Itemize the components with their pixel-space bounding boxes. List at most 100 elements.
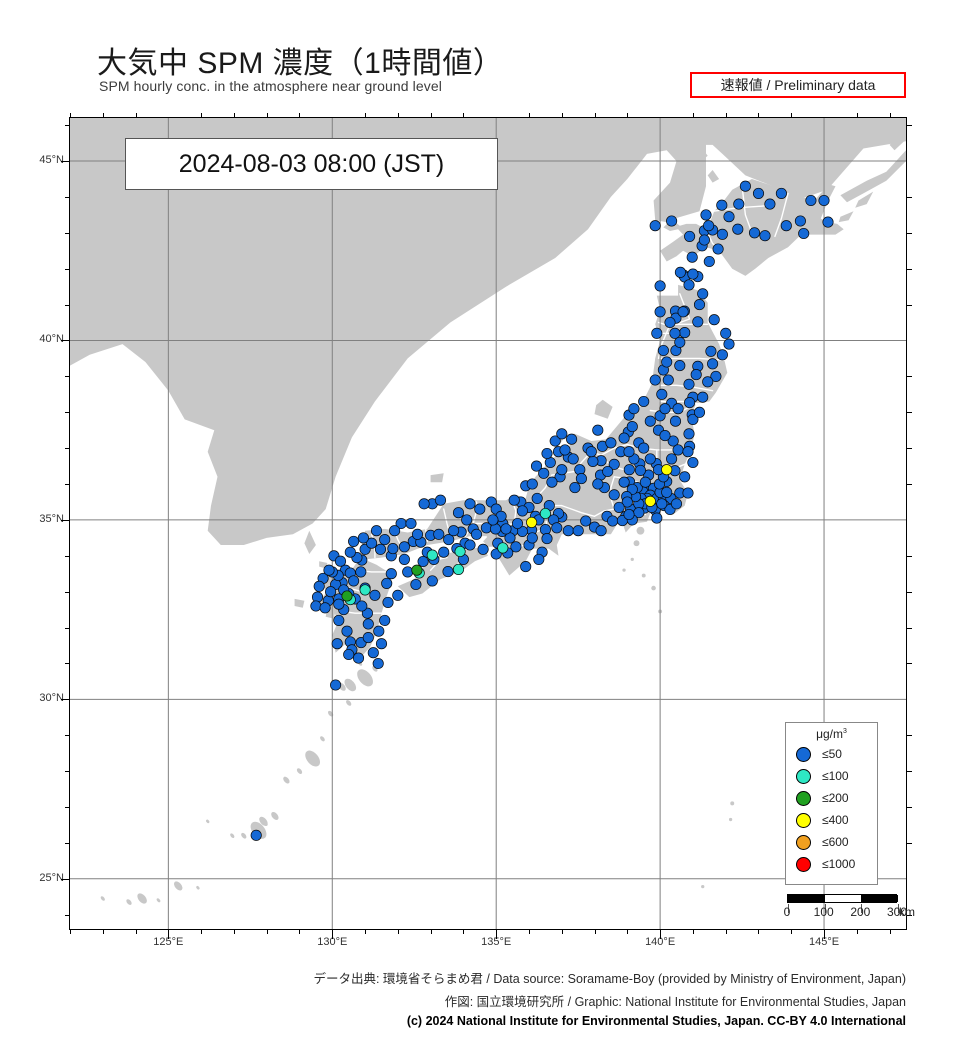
station-marker[interactable] xyxy=(818,194,830,207)
station-marker[interactable] xyxy=(687,413,699,425)
station-marker[interactable] xyxy=(379,614,391,626)
station-marker[interactable] xyxy=(370,525,383,537)
station-marker[interactable] xyxy=(674,360,686,372)
station-marker[interactable] xyxy=(638,395,650,408)
station-marker[interactable] xyxy=(331,638,343,650)
station-marker[interactable] xyxy=(683,378,695,390)
station-marker[interactable] xyxy=(405,517,417,530)
station-marker[interactable] xyxy=(575,473,587,485)
station-marker[interactable] xyxy=(702,376,714,388)
legend-row-2[interactable]: ≤200 xyxy=(786,787,877,809)
station-marker[interactable] xyxy=(385,568,397,580)
station-marker[interactable] xyxy=(764,198,776,210)
map-canvas[interactable] xyxy=(69,117,907,930)
station-marker[interactable] xyxy=(684,230,696,242)
station-marker[interactable] xyxy=(549,435,561,447)
station-marker[interactable] xyxy=(657,344,669,357)
station-marker[interactable] xyxy=(362,632,374,644)
station-marker[interactable] xyxy=(692,316,704,328)
station-marker[interactable] xyxy=(690,369,702,381)
station-marker[interactable] xyxy=(538,467,550,479)
station-marker[interactable] xyxy=(367,647,379,659)
station-marker[interactable] xyxy=(546,476,558,488)
station-marker[interactable] xyxy=(541,447,553,460)
station-marker[interactable] xyxy=(508,494,520,506)
station-marker[interactable] xyxy=(402,566,414,578)
station-marker[interactable] xyxy=(679,471,691,483)
station-marker[interactable] xyxy=(716,349,728,361)
station-marker[interactable] xyxy=(497,542,509,554)
station-marker[interactable] xyxy=(341,625,353,637)
station-marker[interactable] xyxy=(634,464,646,476)
station-marker[interactable] xyxy=(752,187,765,199)
station-marker[interactable] xyxy=(710,370,722,382)
station-marker[interactable] xyxy=(613,501,625,513)
station-marker[interactable] xyxy=(398,541,410,553)
station-marker[interactable] xyxy=(759,230,771,242)
station-marker[interactable] xyxy=(698,234,710,246)
station-marker[interactable] xyxy=(623,508,635,521)
station-marker[interactable] xyxy=(661,356,673,368)
station-marker[interactable] xyxy=(464,498,476,510)
station-marker[interactable] xyxy=(708,314,720,326)
station-marker[interactable] xyxy=(602,465,614,478)
station-marker[interactable] xyxy=(539,507,551,520)
station-marker[interactable] xyxy=(651,512,663,524)
station-marker[interactable] xyxy=(566,433,578,445)
station-marker[interactable] xyxy=(333,598,345,610)
station-marker[interactable] xyxy=(716,199,728,211)
station-marker[interactable] xyxy=(687,456,699,469)
station-marker[interactable] xyxy=(319,602,331,614)
legend-row-5[interactable]: ≤1000 xyxy=(786,853,877,875)
station-marker[interactable] xyxy=(618,476,630,488)
station-marker[interactable] xyxy=(780,220,792,232)
station-marker[interactable] xyxy=(374,543,387,555)
station-marker[interactable] xyxy=(356,600,368,612)
station-marker[interactable] xyxy=(334,555,347,567)
station-marker[interactable] xyxy=(539,524,551,536)
station-marker[interactable] xyxy=(559,444,571,456)
station-marker[interactable] xyxy=(672,444,684,456)
station-marker[interactable] xyxy=(662,374,674,386)
station-marker[interactable] xyxy=(638,442,650,454)
station-marker[interactable] xyxy=(313,580,325,592)
station-marker[interactable] xyxy=(775,187,787,199)
station-marker[interactable] xyxy=(348,535,360,547)
station-marker[interactable] xyxy=(608,489,620,501)
station-marker[interactable] xyxy=(644,495,656,507)
station-marker[interactable] xyxy=(470,528,483,540)
station-marker[interactable] xyxy=(732,223,744,235)
station-marker[interactable] xyxy=(679,327,691,339)
station-marker[interactable] xyxy=(323,564,335,576)
station-marker[interactable] xyxy=(344,546,356,558)
station-marker[interactable] xyxy=(674,336,686,348)
station-marker[interactable] xyxy=(411,564,423,576)
station-marker[interactable] xyxy=(572,525,584,537)
station-marker[interactable] xyxy=(398,553,410,565)
station-marker[interactable] xyxy=(387,543,399,555)
station-marker[interactable] xyxy=(693,299,706,311)
station-marker[interactable] xyxy=(687,268,699,280)
station-marker[interactable] xyxy=(623,446,635,458)
station-marker[interactable] xyxy=(426,549,438,561)
legend-row-3[interactable]: ≤400 xyxy=(786,809,877,831)
station-marker[interactable] xyxy=(623,464,635,476)
station-marker[interactable] xyxy=(426,575,438,587)
legend-row-1[interactable]: ≤100 xyxy=(786,765,877,787)
station-marker[interactable] xyxy=(639,476,651,488)
station-marker[interactable] xyxy=(417,555,429,568)
station-marker[interactable] xyxy=(654,280,666,292)
station-marker[interactable] xyxy=(418,498,430,510)
station-marker[interactable] xyxy=(592,478,604,490)
station-marker[interactable] xyxy=(626,421,638,433)
station-marker[interactable] xyxy=(333,614,345,626)
station-marker[interactable] xyxy=(343,648,355,661)
station-marker[interactable] xyxy=(569,482,581,494)
station-marker[interactable] xyxy=(500,523,512,535)
station-marker[interactable] xyxy=(348,575,360,587)
station-marker[interactable] xyxy=(684,397,696,409)
station-marker[interactable] xyxy=(454,545,466,558)
station-marker[interactable] xyxy=(464,539,476,551)
station-marker[interactable] xyxy=(669,327,681,339)
station-marker[interactable] xyxy=(448,525,460,537)
